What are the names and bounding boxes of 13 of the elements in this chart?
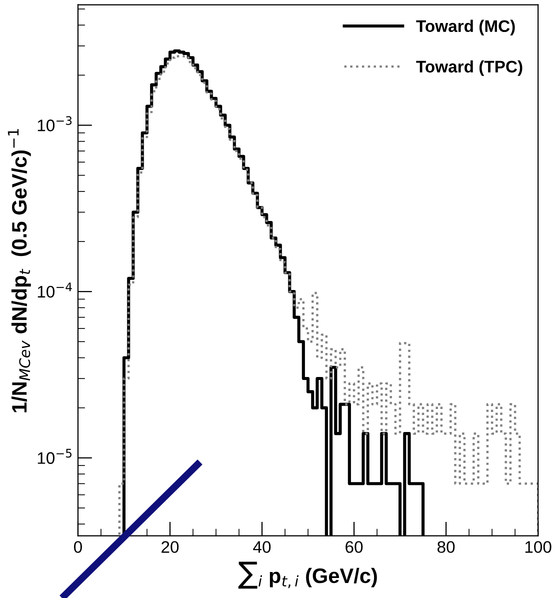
x-tick-label: 20 <box>162 541 179 553</box>
x-tick-label: 80 <box>438 541 455 553</box>
x-tick-label: 0 <box>74 541 82 553</box>
x-tick-label: 40 <box>253 541 271 553</box>
y-tick-label: 10$^{−3}$ <box>38 116 72 132</box>
x-axis-title: ∑$_{i}$ p$_{t,i}$ (GeV/c) <box>238 562 377 589</box>
y-axis-title: 1/N$_{MCev}$ dN/dp$_{t}$ (0.5 GeV/c)$^{−1}$ <box>8 129 31 412</box>
legend-label: Toward (TPC) <box>416 60 522 76</box>
x-tick-label: 60 <box>346 541 363 553</box>
y-tick-label: 10$^{−5}$ <box>38 448 72 464</box>
legend-label: Toward (MC) <box>416 20 515 36</box>
x-tick-label: 100 <box>525 541 552 553</box>
y-tick-label: 10$^{−4}$ <box>38 282 72 298</box>
